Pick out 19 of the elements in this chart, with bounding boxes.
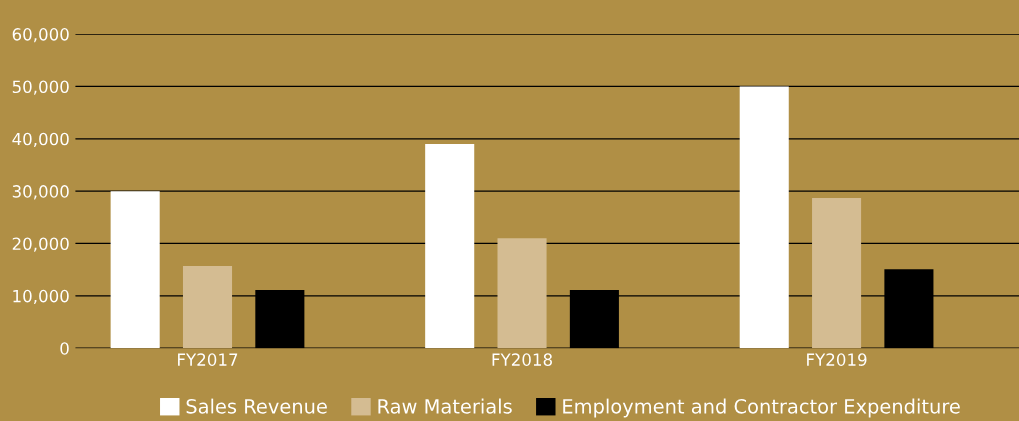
- x-tick-label: FY2019: [807, 353, 867, 366]
- y-tick-label: 20,000: [12, 237, 69, 252]
- x-tick-label: FY2018: [492, 353, 552, 366]
- x-tick-label: FY2017: [178, 353, 238, 366]
- y-tick-label: 60,000: [12, 28, 69, 43]
- bar: [110, 191, 160, 349]
- bar: [425, 144, 475, 349]
- y-tick-label: 40,000: [12, 132, 69, 148]
- legend-label: Raw Materials: [378, 398, 512, 414]
- y-tick-label: 0: [60, 342, 69, 355]
- bar: [812, 197, 862, 349]
- legend-label: Sales Revenue: [186, 398, 327, 414]
- y-tick-label: 10,000: [13, 289, 69, 305]
- legend-label: Employment and Contractor Expenditure: [563, 398, 960, 418]
- y-tick-label: 30,000: [12, 185, 69, 200]
- bar: [497, 238, 547, 349]
- bar: [739, 86, 789, 349]
- y-tick-label: 50,000: [12, 80, 69, 95]
- bar: [182, 265, 233, 349]
